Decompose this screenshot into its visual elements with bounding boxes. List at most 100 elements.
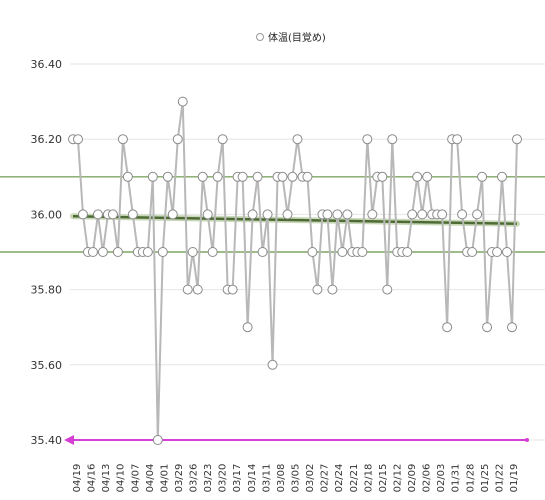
x-tick-label: 03/08 [276,464,287,493]
y-tick-label: 35.80 [31,284,63,297]
x-tick-label: 03/23 [203,464,214,493]
x-tick-label: 02/15 [378,464,389,493]
data-point[interactable] [382,284,393,295]
data-point[interactable] [457,209,468,220]
x-tick-label: 02/06 [422,464,433,493]
data-point[interactable] [147,171,158,182]
data-point[interactable] [417,209,428,220]
data-point[interactable] [152,435,163,445]
x-tick-label: 03/05 [291,464,302,493]
data-point[interactable] [332,209,343,220]
data-point[interactable] [72,134,83,145]
x-tick-label: 03/14 [247,464,258,493]
data-point[interactable] [322,209,333,220]
x-tick-label: 04/01 [159,464,170,493]
data-point[interactable] [162,171,173,182]
legend-label: 体温(目覚め) [268,31,326,44]
legend[interactable]: 体温(目覚め) [256,31,326,44]
data-point[interactable] [172,134,183,145]
data-point[interactable] [107,209,118,220]
data-point[interactable] [127,209,138,220]
data-point[interactable] [237,171,248,182]
data-point[interactable] [362,134,373,145]
data-point[interactable] [177,96,188,107]
data-point[interactable] [422,171,433,182]
data-point[interactable] [262,209,273,220]
data-point[interactable] [442,322,453,333]
data-point[interactable] [467,247,478,257]
baseline-end-marker [525,438,529,442]
data-point[interactable] [287,171,298,182]
data-point[interactable] [77,209,88,220]
data-point[interactable] [412,171,423,182]
data-point[interactable] [247,209,258,220]
data-point[interactable] [227,284,238,295]
data-point[interactable] [112,247,123,257]
data-point[interactable] [142,247,153,257]
data-point[interactable] [92,209,103,220]
series-line [73,100,518,441]
data-point[interactable] [512,134,522,145]
data-point[interactable] [207,247,218,257]
x-tick-label: 04/10 [116,464,127,493]
x-tick-label: 04/07 [130,464,141,493]
data-point[interactable] [257,247,268,257]
data-point[interactable] [402,247,413,257]
data-point[interactable] [192,284,203,295]
data-point[interactable] [327,284,338,295]
arrow-left-icon [64,435,74,445]
data-point[interactable] [267,359,278,370]
data-point[interactable] [282,209,293,220]
data-point[interactable] [202,209,213,220]
data-point[interactable] [477,171,488,182]
data-point[interactable] [497,171,508,182]
data-point[interactable] [252,171,263,182]
data-point[interactable] [157,247,168,257]
data-point[interactable] [302,171,313,182]
data-point[interactable] [377,171,388,182]
data-point[interactable] [197,171,208,182]
data-point[interactable] [407,209,418,220]
data-point[interactable] [452,134,463,145]
data-point[interactable] [482,322,493,333]
y-tick-label: 35.60 [31,359,63,372]
data-point[interactable] [307,247,318,257]
data-point[interactable] [492,247,503,257]
data-point[interactable] [242,322,253,333]
series-layer [68,96,522,445]
data-point[interactable] [212,171,223,182]
data-point[interactable] [182,284,193,295]
data-point[interactable] [387,134,398,145]
data-point[interactable] [117,134,128,145]
x-tick-label: 02/18 [363,464,374,493]
x-tick-label: 02/24 [334,464,345,493]
x-tick-label: 01/31 [451,464,462,493]
x-tick-label: 03/11 [261,464,272,493]
x-tick-label: 02/27 [320,464,331,493]
data-point[interactable] [342,209,353,220]
baseline-layer [64,435,529,445]
x-tick-label: 04/13 [101,464,112,493]
data-point[interactable] [187,247,198,257]
x-tick-label: 01/19 [509,464,520,493]
data-point[interactable] [277,171,288,182]
data-point[interactable] [357,247,368,257]
data-point[interactable] [507,322,518,333]
data-point[interactable] [122,171,133,182]
data-point[interactable] [312,284,323,295]
data-point[interactable] [292,134,303,145]
data-point[interactable] [437,209,448,220]
data-point[interactable] [87,247,98,257]
x-tick-label: 01/25 [480,464,491,493]
data-point[interactable] [167,209,178,220]
x-tick-label: 03/17 [232,464,243,493]
data-point[interactable] [97,247,108,257]
x-tick-label: 03/29 [174,464,185,493]
data-point[interactable] [472,209,483,220]
data-point[interactable] [217,134,228,145]
data-point[interactable] [367,209,378,220]
legend-marker-icon [256,33,264,41]
data-point[interactable] [502,247,513,257]
data-point[interactable] [337,247,348,257]
